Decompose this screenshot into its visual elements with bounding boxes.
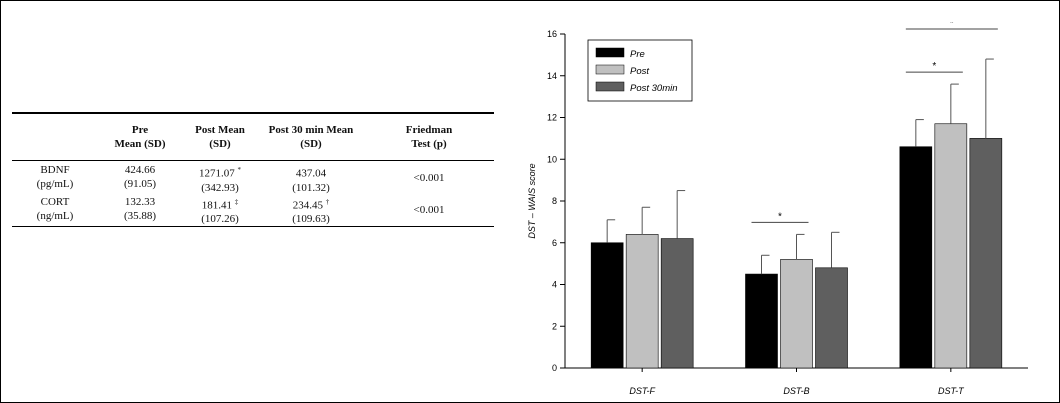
- data-table: Pre Mean (SD) Post Mean (SD) Post 30 min M…: [12, 114, 494, 226]
- x-tick-label: DST-B: [783, 386, 809, 396]
- legend-swatch: [595, 47, 625, 58]
- legend-swatch: [595, 81, 625, 92]
- y-tick-label: 8: [552, 196, 557, 206]
- bar-chart: 0 2 4 6 8 10 12 14 16 DST – WAIS score DST-F DST-B D…: [527, 22, 1028, 396]
- cell-post: 1271.07 * (342.93): [199, 166, 242, 194]
- header-cell-label: [12, 114, 98, 160]
- row-label: BDNF (pg/mL): [36, 164, 74, 190]
- cell-pre: 132.33 (35.88): [123, 195, 157, 222]
- significance-mark: ‡: [234, 197, 239, 206]
- legend-label: Post: [630, 66, 649, 77]
- legend-swatch: [595, 64, 625, 75]
- cell-post30: 234.45 † (109.63): [292, 197, 330, 226]
- cell-post30: 437.04 (101.32): [292, 167, 330, 194]
- significance-label: *: [950, 22, 954, 29]
- significance-mark: *: [237, 166, 242, 174]
- x-tick-label: DST-F: [629, 386, 655, 396]
- cell-friedman: <0.001: [413, 171, 445, 184]
- bar: [969, 138, 1003, 369]
- table-top-rule: [12, 112, 494, 114]
- cell-pre: 424.66 (91.05): [123, 164, 157, 190]
- bar: [660, 238, 694, 369]
- y-tick-label: 0: [552, 363, 557, 373]
- bar: [625, 234, 659, 369]
- y-tick-label: 6: [552, 238, 557, 248]
- header-cell-friedman: Friedman Test (p): [405, 124, 453, 150]
- header-cell-pre: Pre Mean (SD): [114, 124, 166, 150]
- table-bottom-rule: [12, 226, 494, 228]
- cell-friedman: <0.001: [413, 204, 445, 217]
- header-cell-post30: Post 30 min Mean (SD): [268, 124, 354, 150]
- bar: [780, 259, 813, 369]
- x-tick-label: DST-T: [938, 386, 965, 396]
- significance-label: *: [932, 61, 936, 72]
- bar: [745, 273, 778, 369]
- legend-label: Pre: [630, 49, 645, 60]
- bar: [899, 146, 933, 369]
- table-header-row: Pre Mean (SD) Post Mean (SD) Post 30 min M…: [12, 114, 494, 160]
- y-tick-label: 2: [552, 321, 557, 331]
- significance-label: *: [778, 211, 782, 222]
- table-header-rule: [12, 160, 494, 161]
- header-cell-post: Post Mean (SD): [195, 124, 245, 150]
- y-axis-label: DST – WAIS score: [527, 163, 537, 238]
- row-label: CORT (ng/mL): [36, 195, 74, 222]
- table-row: BDNF (pg/mL) 424.66 (91.05) 1271.07 * (342.…: [12, 161, 494, 195]
- y-tick-label: 14: [547, 71, 557, 81]
- y-tick-label: 10: [547, 154, 557, 164]
- y-tick-label: 12: [547, 113, 557, 123]
- bar: [590, 242, 624, 369]
- table-row: CORT (ng/mL) 132.33 (35.88) 181.41 ‡ (107.2…: [12, 195, 494, 227]
- bar: [934, 123, 968, 369]
- cell-post: 181.41 ‡ (107.26): [201, 197, 239, 226]
- y-tick-label: 4: [552, 280, 557, 290]
- bar: [815, 267, 848, 369]
- legend-label: Post 30min: [630, 83, 678, 94]
- significance-mark: †: [325, 197, 330, 206]
- y-tick-label: 16: [547, 29, 557, 39]
- results-table: Pre Mean (SD) Post Mean (SD) Post 30 min M…: [12, 112, 494, 228]
